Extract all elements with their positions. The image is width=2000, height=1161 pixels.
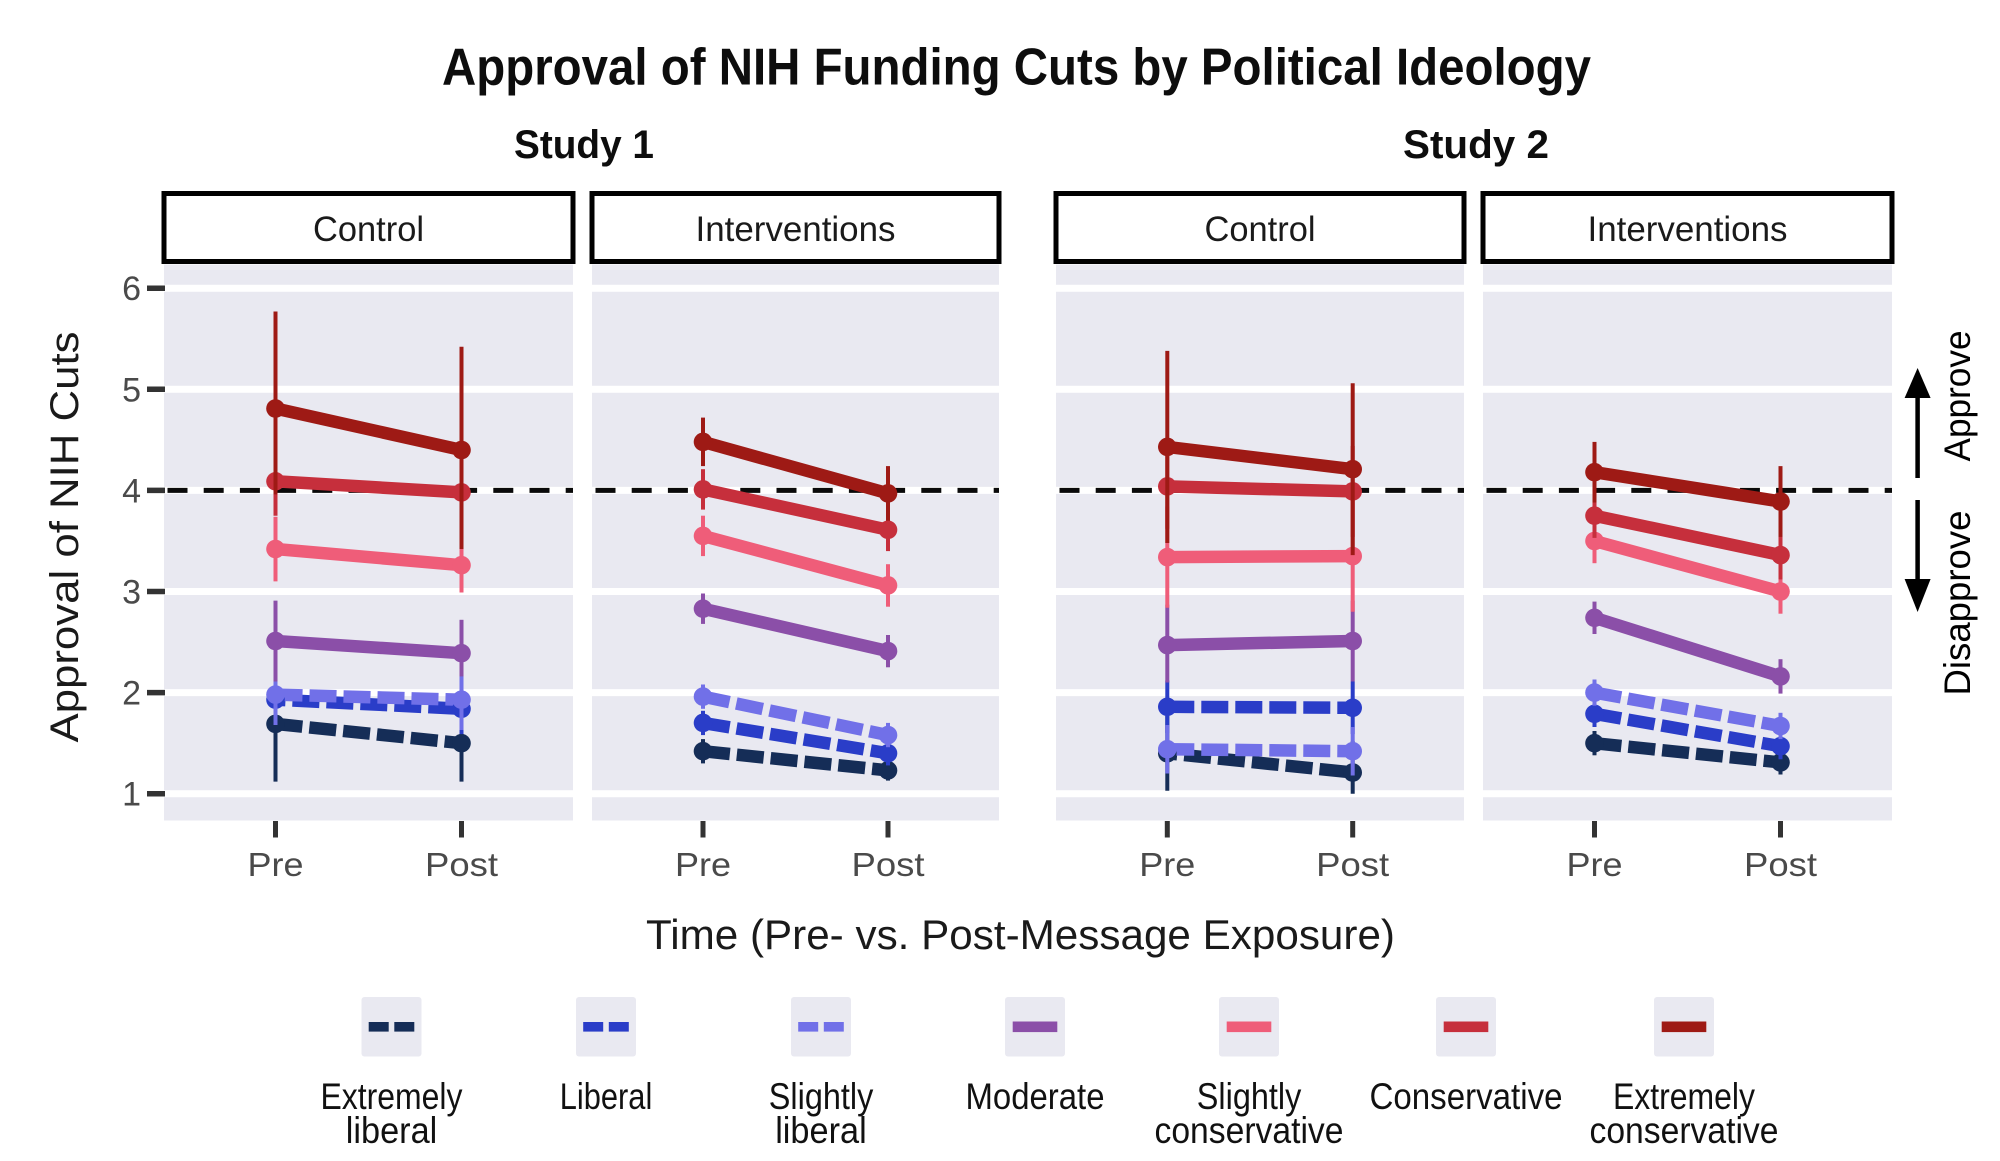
svg-text:Study 2: Study 2 bbox=[1403, 123, 1549, 167]
svg-text:Pre: Pre bbox=[675, 846, 731, 883]
svg-text:Disapprove: Disapprove bbox=[1937, 511, 1978, 696]
svg-text:Extremely: Extremely bbox=[321, 1076, 463, 1117]
svg-text:Extremely: Extremely bbox=[1613, 1076, 1755, 1117]
svg-text:Study 1: Study 1 bbox=[514, 123, 654, 167]
svg-text:Pre: Pre bbox=[1567, 846, 1623, 883]
svg-text:Interventions: Interventions bbox=[1588, 210, 1788, 249]
svg-text:Pre: Pre bbox=[1139, 846, 1195, 883]
svg-text:Approval of NIH Funding Cuts b: Approval of NIH Funding Cuts by Politica… bbox=[442, 39, 1591, 97]
svg-text:Control: Control bbox=[1205, 210, 1316, 249]
svg-text:Moderate: Moderate bbox=[966, 1076, 1105, 1117]
svg-text:Post: Post bbox=[1744, 846, 1817, 883]
svg-text:Interventions: Interventions bbox=[696, 210, 896, 249]
svg-text:Approval of NIH Cuts: Approval of NIH Cuts bbox=[43, 332, 87, 743]
svg-text:Post: Post bbox=[425, 846, 498, 883]
svg-text:5: 5 bbox=[122, 371, 141, 409]
svg-text:Control: Control bbox=[313, 210, 424, 249]
svg-text:1: 1 bbox=[122, 776, 141, 814]
svg-text:Liberal: Liberal bbox=[560, 1076, 653, 1117]
svg-text:Conservative: Conservative bbox=[1370, 1076, 1563, 1117]
svg-text:conservative: conservative bbox=[1155, 1110, 1344, 1151]
svg-text:liberal: liberal bbox=[346, 1110, 438, 1151]
svg-text:4: 4 bbox=[122, 472, 141, 510]
svg-text:Post: Post bbox=[1316, 846, 1389, 883]
svg-text:3: 3 bbox=[122, 574, 141, 612]
svg-text:liberal: liberal bbox=[775, 1110, 867, 1151]
svg-text:Post: Post bbox=[852, 846, 925, 883]
svg-text:conservative: conservative bbox=[1590, 1110, 1779, 1151]
svg-text:Time (Pre- vs. Post-Message Ex: Time (Pre- vs. Post-Message Exposure) bbox=[646, 911, 1395, 958]
svg-text:Slightly: Slightly bbox=[769, 1076, 874, 1117]
svg-text:Slightly: Slightly bbox=[1197, 1076, 1302, 1117]
svg-text:2: 2 bbox=[122, 675, 141, 713]
svg-text:6: 6 bbox=[122, 270, 141, 308]
svg-text:Approve: Approve bbox=[1937, 331, 1978, 462]
svg-text:Pre: Pre bbox=[248, 846, 304, 883]
